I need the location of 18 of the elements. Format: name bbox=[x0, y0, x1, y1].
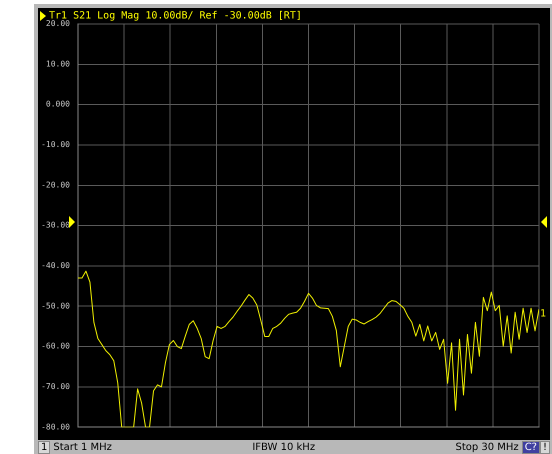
text: ! bbox=[540, 441, 550, 454]
y-tick-label: -20.00 bbox=[41, 180, 70, 190]
text: Start 1 MHz bbox=[52, 442, 113, 453]
y-tick-label: -30.00 bbox=[41, 220, 70, 230]
y-tick-label: -70.00 bbox=[41, 382, 70, 391]
y-tick-label: -50.00 bbox=[41, 301, 70, 310]
text: C? bbox=[522, 441, 540, 454]
y-tick-label: -40.00 bbox=[41, 261, 70, 270]
text: 1 bbox=[38, 441, 50, 454]
annotation: 1 bbox=[540, 308, 546, 320]
y-tick-label: 0.000 bbox=[46, 100, 70, 109]
text: Stop 30 MHz bbox=[454, 442, 520, 453]
y-tick-label: -60.00 bbox=[41, 342, 70, 351]
text: IFBW 10 kHz bbox=[251, 442, 316, 453]
y-tick-label: 10.00 bbox=[46, 59, 70, 68]
y-tick-label: -80.00 bbox=[41, 422, 70, 432]
y-tick-label: -10.00 bbox=[41, 140, 70, 150]
y-tick-label: 20.00 bbox=[46, 19, 70, 28]
